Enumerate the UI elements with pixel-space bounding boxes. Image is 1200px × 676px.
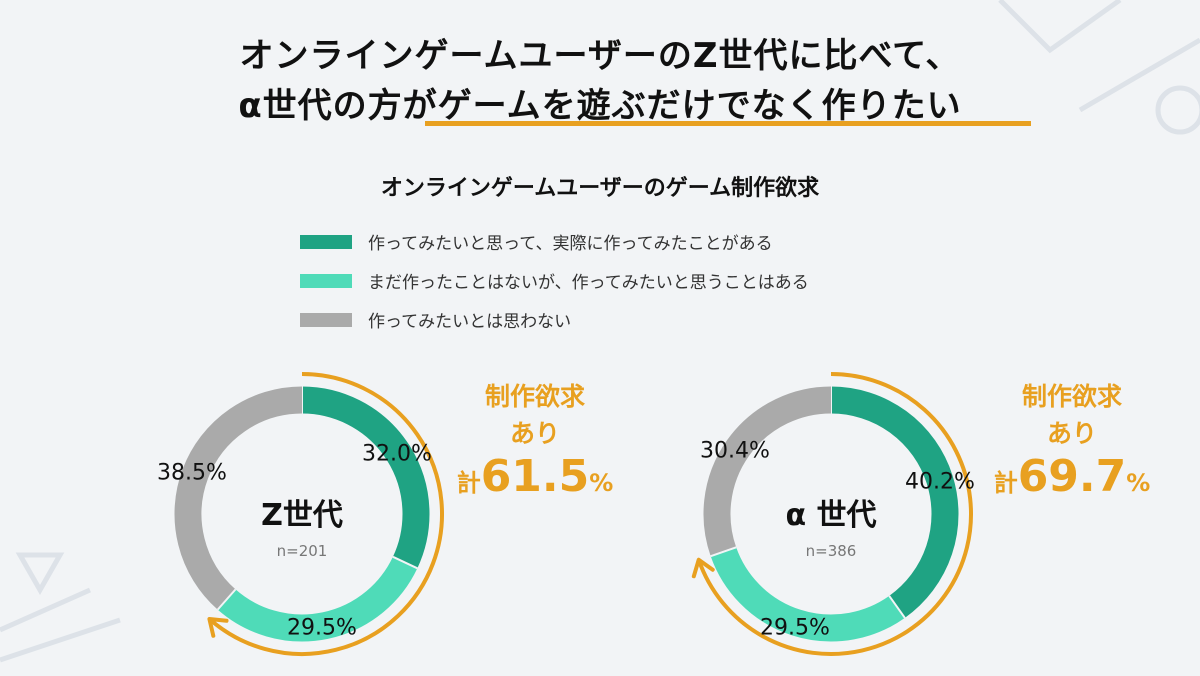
callout-prefix: 計	[456, 469, 481, 497]
callout-value: 61.5	[480, 451, 590, 502]
donut-segment	[174, 386, 303, 610]
callout-unit: %	[1126, 469, 1151, 497]
callout-line1: 制作欲求	[484, 382, 586, 411]
arrowhead-icon	[691, 557, 715, 579]
segment-separator	[392, 555, 418, 570]
callout-alpha: 制作欲求 あり 計69.7%	[994, 378, 1151, 508]
legend-item-made: 作ってみたいと思って、実際に作ってみたことがある	[300, 222, 809, 261]
donut-name: α 世代	[785, 498, 877, 533]
data-label: 29.5%	[287, 615, 357, 641]
data-label: 38.5%	[157, 460, 227, 486]
donut-center-alpha: α 世代 n=386	[785, 490, 876, 560]
legend-label: 作ってみたいとは思わない	[368, 312, 572, 332]
callout-total: 計61.5%	[457, 452, 614, 508]
callout-prefix: 計	[993, 469, 1018, 497]
donut-segment	[830, 386, 959, 618]
data-label: 29.5%	[760, 615, 830, 641]
headline-line-2: α世代の方がゲームを遊ぶだけでなく作りたい	[0, 78, 1200, 127]
donut-center-z: Z世代 n=201	[261, 490, 343, 560]
callout-line1: 制作欲求	[1021, 382, 1123, 411]
callout-arc	[208, 372, 444, 656]
data-label: 32.0%	[362, 441, 432, 467]
segment-separator	[216, 588, 237, 611]
legend-swatch-light-green	[300, 273, 352, 288]
headline-line-1: オンラインゲームユーザーのZ世代に比べて、	[239, 36, 961, 76]
legend-swatch-gray	[300, 312, 352, 327]
donut-segment	[301, 386, 430, 569]
sample-size: n=201	[276, 542, 328, 560]
data-label: 30.4%	[700, 438, 770, 464]
chart-title: オンラインゲームユーザーのゲーム制作欲求	[380, 176, 820, 201]
headline-line-2a: α世代の方が	[238, 86, 438, 126]
callout-unit: %	[589, 469, 614, 497]
arrowhead-icon	[207, 617, 229, 638]
legend: 作ってみたいと思って、実際に作ってみたことがある まだ作ったことはないが、作って…	[300, 222, 809, 339]
donut-segment	[710, 546, 905, 642]
donut-segment	[217, 556, 418, 642]
headline-line-2b: ゲームを遊ぶだけでなく作りたい	[437, 86, 962, 126]
callout-line2: あり	[509, 419, 561, 448]
callout-total: 計69.7%	[994, 452, 1151, 508]
donut-segment	[703, 386, 832, 557]
segment-separator	[888, 595, 906, 619]
segment-separator	[710, 546, 737, 558]
callout-line2: あり	[1046, 419, 1098, 448]
legend-item-no: 作ってみたいとは思わない	[300, 300, 809, 339]
callout-arc	[696, 372, 973, 656]
sample-size: n=386	[805, 542, 857, 560]
donut-name: Z世代	[261, 498, 343, 533]
callout-value: 69.7	[1017, 451, 1127, 502]
legend-label: 作ってみたいと思って、実際に作ってみたことがある	[368, 234, 773, 254]
callout-z: 制作欲求 あり 計61.5%	[457, 378, 614, 508]
legend-label: まだ作ったことはないが、作ってみたいと思うことはある	[368, 273, 809, 293]
headline-underline	[425, 121, 1031, 126]
legend-swatch-dark-green	[300, 234, 352, 249]
legend-item-want: まだ作ったことはないが、作ってみたいと思うことはある	[300, 261, 809, 300]
data-label: 40.2%	[905, 469, 975, 495]
